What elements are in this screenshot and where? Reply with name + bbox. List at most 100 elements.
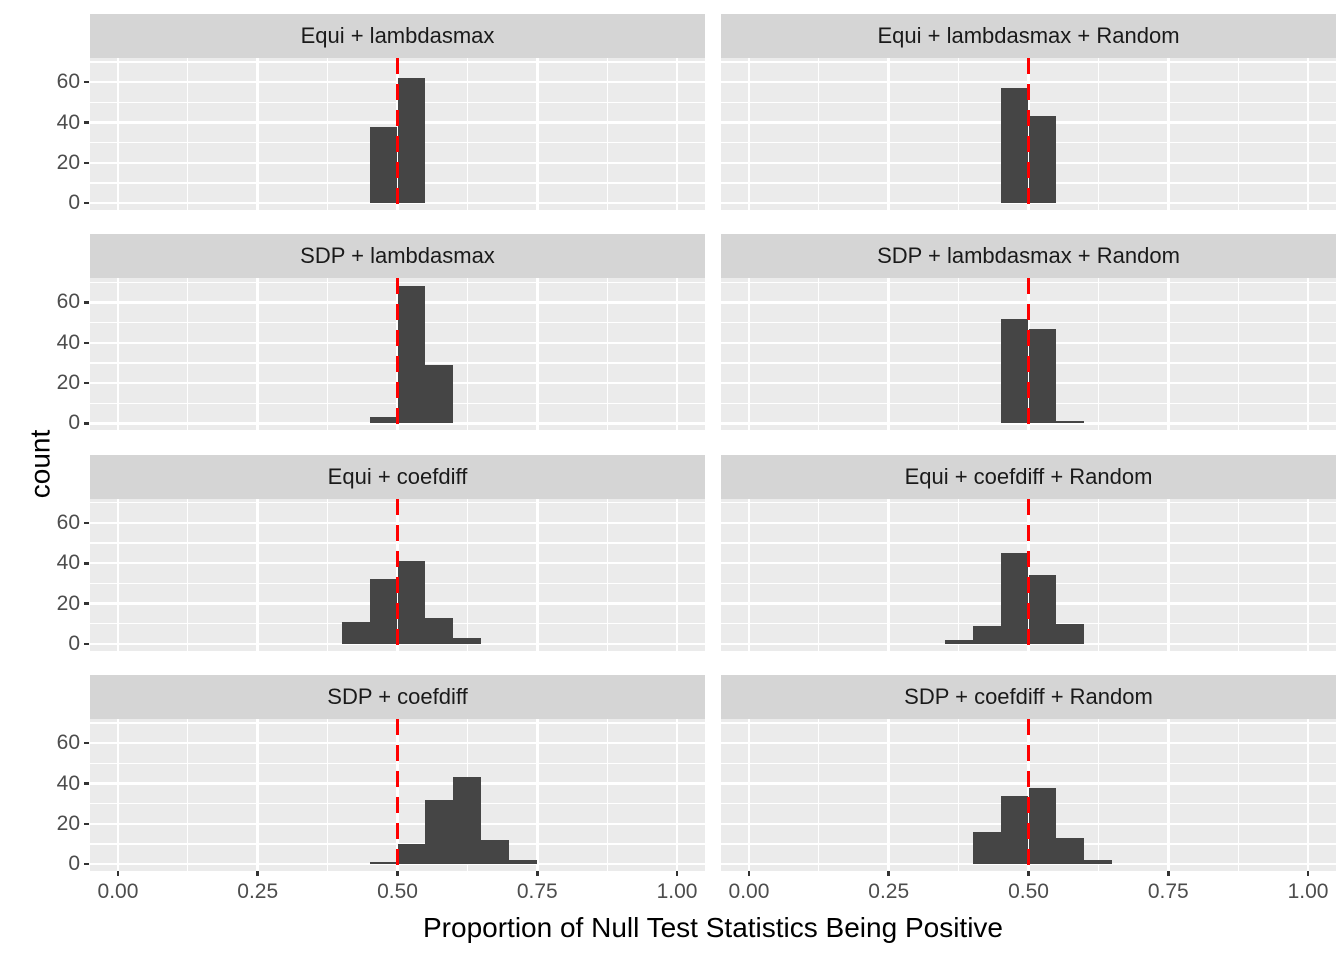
x-tick-mark bbox=[256, 871, 260, 876]
facet-strip: Equi + coefdiff bbox=[90, 454, 705, 499]
x-tick-mark bbox=[747, 871, 751, 876]
gridline-minor-vertical bbox=[187, 498, 189, 651]
histogram-bar bbox=[1084, 860, 1113, 865]
x-tick-mark bbox=[1306, 871, 1310, 876]
gridline-minor-vertical bbox=[1237, 498, 1239, 651]
x-tick-mark bbox=[116, 871, 120, 876]
gridline-major-vertical bbox=[747, 58, 751, 210]
gridline-major-vertical bbox=[1306, 498, 1310, 651]
reference-line bbox=[396, 58, 399, 210]
y-tick-mark bbox=[84, 521, 89, 525]
histogram-bar bbox=[1028, 116, 1057, 204]
facet-panel bbox=[721, 498, 1336, 651]
histogram-bar bbox=[425, 617, 454, 644]
y-tick-mark bbox=[84, 121, 89, 124]
y-tick-label: 60 bbox=[56, 731, 80, 755]
y-tick-mark bbox=[84, 782, 89, 785]
y-tick-label: 0 bbox=[68, 852, 80, 876]
histogram-bar bbox=[397, 78, 426, 204]
gridline-major-vertical bbox=[535, 498, 539, 651]
histogram-bar bbox=[1056, 623, 1085, 644]
gridline-major-vertical bbox=[887, 719, 891, 871]
y-tick-label: 40 bbox=[56, 110, 80, 134]
x-tick-mark bbox=[396, 871, 399, 876]
gridline-major-vertical bbox=[116, 498, 120, 651]
facet-panel bbox=[721, 58, 1336, 210]
gridline-minor-vertical bbox=[818, 278, 820, 431]
y-tick-mark bbox=[84, 201, 89, 205]
histogram-bar bbox=[1000, 88, 1029, 204]
gridline-minor-vertical bbox=[466, 278, 469, 431]
gridline-minor-vertical bbox=[1097, 58, 1100, 210]
gridline-minor-vertical bbox=[1237, 58, 1239, 210]
facet-panel bbox=[721, 719, 1336, 871]
histogram-bar bbox=[453, 777, 482, 865]
gridline-minor-vertical bbox=[187, 278, 189, 431]
gridline-major-vertical bbox=[116, 58, 120, 210]
facet-strip-label: Equi + coefdiff bbox=[327, 463, 468, 489]
gridline-minor-vertical bbox=[606, 278, 608, 431]
gridline-minor-vertical bbox=[818, 58, 820, 210]
histogram-bar bbox=[369, 579, 398, 644]
histogram-bar bbox=[1056, 421, 1085, 424]
reference-line bbox=[1027, 498, 1030, 651]
histogram-bar bbox=[1028, 787, 1057, 865]
facet-strip: Equi + lambdasmax + Random bbox=[721, 14, 1336, 58]
y-tick-label: 0 bbox=[68, 631, 80, 655]
y-tick-label: 20 bbox=[56, 811, 80, 835]
histogram-bar bbox=[1028, 328, 1057, 424]
facet-strip: SDP + lambdasmax bbox=[90, 234, 705, 279]
y-tick-mark bbox=[84, 561, 89, 565]
histogram-bar bbox=[369, 862, 398, 865]
y-tick-label: 60 bbox=[56, 290, 80, 314]
facet-strip: Equi + coefdiff + Random bbox=[721, 454, 1336, 499]
y-tick-mark bbox=[84, 422, 89, 425]
gridline-major-vertical bbox=[1166, 58, 1170, 210]
gridline-major-vertical bbox=[1306, 278, 1310, 431]
y-tick-mark bbox=[84, 741, 89, 745]
histogram-bar bbox=[397, 561, 426, 644]
histogram-bar bbox=[397, 843, 426, 865]
x-tick-label: 1.00 bbox=[1287, 880, 1329, 903]
gridline-major-vertical bbox=[1306, 58, 1310, 210]
facet-strip: SDP + coefdiff + Random bbox=[721, 675, 1336, 719]
gridline-major-vertical bbox=[887, 58, 891, 210]
y-tick-label: 20 bbox=[56, 150, 80, 174]
facet-strip-label: SDP + coefdiff bbox=[327, 684, 468, 709]
reference-line bbox=[1027, 719, 1030, 871]
x-tick-label: 0.75 bbox=[1147, 880, 1189, 903]
histogram-bar bbox=[369, 126, 398, 204]
gridline-minor-vertical bbox=[957, 719, 960, 871]
histogram-bar bbox=[972, 831, 1001, 865]
y-tick-label: 0 bbox=[68, 411, 80, 435]
facet-strip: Equi + lambdasmax bbox=[90, 14, 705, 58]
histogram-bar bbox=[453, 637, 482, 644]
gridline-minor-vertical bbox=[187, 58, 189, 210]
gridline-minor-vertical bbox=[466, 498, 469, 651]
gridline-minor-vertical bbox=[606, 498, 608, 651]
x-tick-label: 0.25 bbox=[868, 880, 910, 903]
x-tick-mark bbox=[1027, 871, 1030, 876]
facet-panel bbox=[90, 719, 705, 871]
facet-strip-label: Equi + coefdiff + Random bbox=[904, 463, 1153, 489]
gridline-minor-vertical bbox=[466, 58, 469, 210]
facet-strip-label: SDP + lambdasmax bbox=[300, 243, 495, 269]
histogram-bar bbox=[509, 860, 538, 865]
facet-panel bbox=[721, 278, 1336, 431]
gridline-major-vertical bbox=[256, 498, 260, 651]
reference-line bbox=[396, 719, 399, 871]
y-tick-label: 60 bbox=[56, 70, 80, 94]
gridline-minor-vertical bbox=[957, 498, 960, 651]
x-tick-label: 0.00 bbox=[97, 880, 139, 903]
x-tick-mark bbox=[675, 871, 679, 876]
gridline-major-vertical bbox=[887, 498, 891, 651]
gridline-major-vertical bbox=[116, 719, 120, 871]
facet-strip-label: SDP + coefdiff + Random bbox=[904, 684, 1153, 709]
gridline-major-vertical bbox=[116, 278, 120, 431]
x-tick-label: 0.75 bbox=[516, 880, 558, 903]
y-tick-mark bbox=[84, 80, 89, 84]
histogram-bar bbox=[1000, 318, 1029, 424]
gridline-major-vertical bbox=[535, 58, 539, 210]
x-tick-label: 0.25 bbox=[237, 880, 279, 903]
